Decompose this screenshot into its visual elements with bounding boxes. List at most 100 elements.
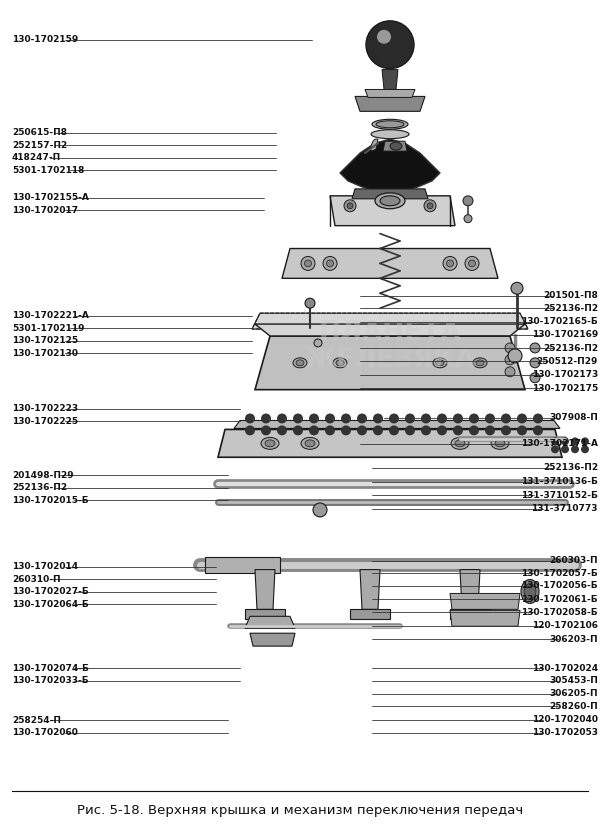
Text: 130-1702014: 130-1702014 [12,563,78,571]
Text: 131-3710136-Б: 131-3710136-Б [521,478,598,486]
Polygon shape [360,569,380,609]
Text: 258254-П: 258254-П [12,716,61,725]
Circle shape [437,425,447,435]
Circle shape [437,414,447,424]
Text: ПЛАНЕТА: ПЛАНЕТА [319,320,461,346]
Text: 252136-П2: 252136-П2 [12,484,67,492]
Circle shape [469,260,476,267]
Circle shape [305,298,315,308]
Ellipse shape [371,130,409,139]
Ellipse shape [305,440,315,447]
Text: 306203-П: 306203-П [550,635,598,643]
Circle shape [377,30,391,44]
Ellipse shape [380,196,400,206]
Ellipse shape [261,437,279,450]
Circle shape [469,425,479,435]
Circle shape [533,425,543,435]
Text: 130-1702225: 130-1702225 [12,417,78,425]
Ellipse shape [333,358,347,368]
Circle shape [465,257,479,270]
Polygon shape [352,189,428,199]
Circle shape [261,425,271,435]
Circle shape [551,445,559,453]
Text: 130-1702061-Б: 130-1702061-Б [521,595,598,603]
Circle shape [405,414,415,424]
Polygon shape [383,141,407,151]
Circle shape [326,260,334,267]
Circle shape [508,349,522,363]
Circle shape [245,414,255,424]
Text: 250615-П8: 250615-П8 [12,129,67,137]
Circle shape [341,425,351,435]
Text: 120-1702106: 120-1702106 [532,622,598,630]
Polygon shape [450,610,520,627]
Ellipse shape [433,358,447,368]
Polygon shape [330,196,455,226]
Polygon shape [450,609,490,619]
Text: 130-1702165-Б: 130-1702165-Б [521,317,598,326]
Circle shape [389,414,399,424]
Polygon shape [245,617,295,628]
Circle shape [517,414,527,424]
Circle shape [505,366,515,376]
Polygon shape [205,557,280,573]
Text: 5301-1702119: 5301-1702119 [12,324,85,332]
Circle shape [463,196,473,206]
Circle shape [517,425,527,435]
Circle shape [344,199,356,212]
Polygon shape [252,313,528,329]
Text: 201498-П29: 201498-П29 [12,471,74,479]
Circle shape [325,425,335,435]
Circle shape [464,214,472,223]
Circle shape [357,425,367,435]
Text: 201501-П8: 201501-П8 [543,292,598,300]
Text: 130-1702125: 130-1702125 [12,337,78,345]
Circle shape [245,425,255,435]
Circle shape [501,425,511,435]
Text: ЖЕЛЕЗЯКА: ЖЕЛЕЗЯКА [304,347,476,373]
Text: 130-1702056-Б: 130-1702056-Б [521,582,598,590]
Polygon shape [282,248,498,278]
Circle shape [421,414,431,424]
Text: 307908-П: 307908-П [549,414,598,422]
Text: 130-1702223: 130-1702223 [12,405,78,413]
Polygon shape [218,430,562,457]
Circle shape [323,257,337,270]
Circle shape [424,199,436,212]
Ellipse shape [491,437,509,450]
Text: 252157-П2: 252157-П2 [12,141,67,150]
Circle shape [305,260,311,267]
Ellipse shape [451,437,469,450]
Circle shape [469,414,479,424]
Circle shape [561,445,569,453]
Circle shape [501,414,511,424]
Ellipse shape [390,142,402,150]
Ellipse shape [455,440,465,447]
Ellipse shape [296,360,304,366]
Text: 130-1702159: 130-1702159 [12,36,78,44]
Ellipse shape [473,358,487,368]
Circle shape [485,414,495,424]
Circle shape [446,260,454,267]
Circle shape [373,425,383,435]
Text: 130-1702130: 130-1702130 [12,349,78,357]
Polygon shape [382,70,398,90]
Circle shape [347,203,353,209]
Polygon shape [355,96,425,111]
Polygon shape [245,609,285,619]
Text: 252136-П2: 252136-П2 [543,304,598,312]
Polygon shape [450,593,520,609]
Text: 252136-П2: 252136-П2 [543,344,598,352]
Text: 5301-1702118: 5301-1702118 [12,166,85,175]
Circle shape [389,425,399,435]
Ellipse shape [524,583,536,599]
Circle shape [277,414,287,424]
Text: Рис. 5-18. Верхняя крышка и механизм переключения передач: Рис. 5-18. Верхняя крышка и механизм пер… [77,804,523,818]
Polygon shape [340,139,440,193]
Text: 305453-П: 305453-П [549,676,598,685]
Text: 250512-П29: 250512-П29 [536,357,598,366]
Text: 131-3710773: 131-3710773 [532,504,598,513]
Text: 130-1702057-Б: 130-1702057-Б [521,569,598,578]
Text: 130-1702064-Б: 130-1702064-Б [12,600,89,608]
Ellipse shape [521,579,539,603]
